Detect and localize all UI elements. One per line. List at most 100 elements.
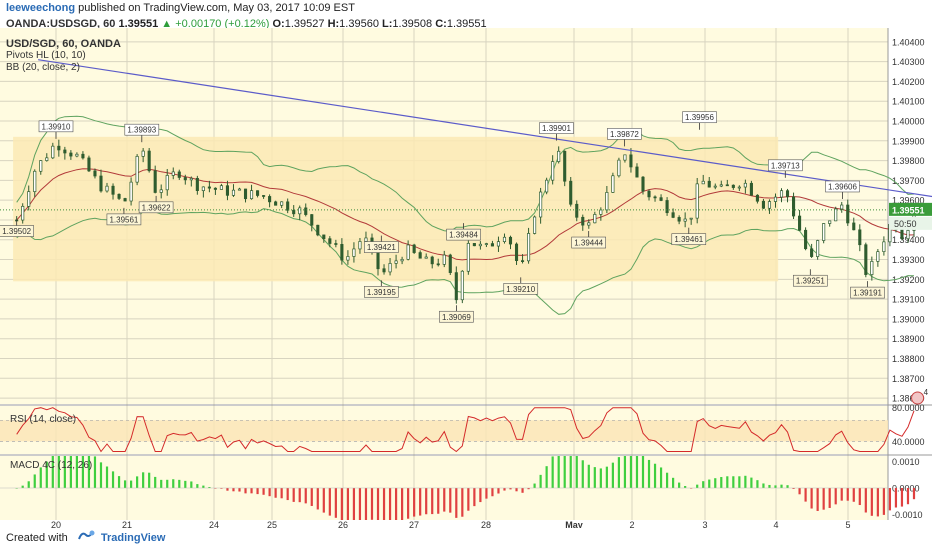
candle-body (611, 175, 615, 193)
candle (129, 177, 133, 206)
candle (99, 169, 103, 193)
macd-bar (569, 456, 572, 488)
macd-bar (539, 474, 542, 488)
candle (677, 215, 681, 225)
candle (798, 210, 802, 231)
pivot-label: 1.39069 (439, 305, 474, 323)
price-tick-label: 1.39600 (892, 196, 925, 206)
macd-bar (882, 488, 885, 515)
candle (496, 236, 501, 252)
candle (737, 185, 741, 192)
candle (352, 242, 356, 263)
candle-body (105, 185, 109, 192)
candle-body (231, 189, 236, 196)
macd-bar (75, 456, 78, 488)
macd-bar (587, 464, 590, 488)
candle (424, 253, 428, 259)
macd-bar (732, 476, 735, 488)
macd-bar (136, 476, 139, 488)
macd-bar (912, 488, 916, 500)
candle (153, 165, 157, 194)
macd-bar (485, 488, 488, 499)
macd-bar (720, 477, 723, 488)
bb-upper-line (16, 115, 915, 232)
candle (69, 150, 73, 160)
candle-body (671, 212, 675, 218)
candle (545, 177, 549, 195)
price-tick-label: 1.39000 (892, 314, 925, 324)
macd-bar (774, 485, 777, 488)
candle-body (400, 258, 404, 262)
pivot-value: 1.39893 (127, 126, 156, 135)
candle (671, 208, 675, 219)
macd-bar (220, 488, 223, 489)
pivot-value: 1.39191 (853, 289, 882, 298)
candle-body (665, 200, 669, 214)
macd-bar (653, 463, 657, 488)
macd-bar (641, 456, 645, 488)
candle (243, 188, 248, 203)
candle-body (593, 214, 597, 224)
candle-body (575, 203, 579, 218)
candle-body (557, 150, 561, 162)
candle-body (310, 214, 314, 226)
candle (51, 142, 55, 160)
pivot-box (364, 241, 399, 253)
candle (430, 255, 434, 269)
pivot-box (571, 236, 606, 249)
pivot-box (138, 201, 174, 214)
candle-body (870, 261, 874, 275)
pivot-box (364, 286, 399, 298)
candle (785, 188, 790, 203)
open-value: 1.39527 (284, 18, 325, 30)
candle-body (460, 270, 464, 301)
candle-body (39, 160, 43, 172)
x-tick-label: 5 (845, 520, 850, 528)
candle-body (478, 243, 482, 247)
tradingview-brand[interactable]: TradingView (100, 532, 166, 544)
rsi-tick-label: 80.0000 (892, 403, 925, 413)
macd-bar (226, 488, 229, 491)
candle-body (599, 209, 603, 215)
candle-body (629, 154, 633, 168)
macd-tick-label: -0.0010 (892, 510, 923, 520)
candle (629, 148, 633, 173)
candle (33, 169, 37, 198)
price-scale (888, 28, 932, 520)
candle-body (569, 180, 573, 205)
candle-body (225, 185, 230, 196)
candle (743, 179, 747, 194)
pivot-value: 1.39713 (771, 161, 800, 170)
candle (527, 227, 531, 264)
candle (719, 180, 723, 188)
chart-header: leeweechong published on TradingView.com… (0, 0, 932, 30)
macd-bar (334, 488, 337, 518)
pivot-box (439, 310, 474, 323)
candle (514, 242, 519, 265)
macd-bar (27, 481, 30, 488)
candle (593, 211, 597, 224)
candle-body (779, 190, 784, 198)
macd-bar (461, 488, 464, 517)
pivot-label: 1.39910 (38, 120, 74, 139)
price-tick-label: 1.40400 (892, 37, 925, 47)
candle-body (635, 166, 639, 178)
x-tick-label: 4 (773, 520, 778, 528)
bb-basis-line (16, 168, 915, 261)
x-tick-label: 21 (122, 520, 132, 528)
pivot-value: 1.39901 (542, 124, 571, 133)
candle (418, 250, 422, 259)
macd-bar (672, 477, 675, 488)
candle (755, 194, 759, 204)
author-link[interactable]: leeweechong (6, 2, 76, 14)
macd-bar (431, 488, 434, 515)
candle-body (514, 243, 519, 261)
macd-bar (617, 457, 621, 488)
macd-bar (111, 471, 115, 488)
chart-area[interactable]: 1.40400 1.40300 1.40200 1.40100 1.40000 1.399… (0, 18, 932, 528)
pivot-label: 1.39893 (124, 123, 160, 143)
candle-body (298, 207, 302, 215)
pivot-box (682, 111, 717, 124)
candle (749, 180, 753, 196)
macd-bar (148, 472, 151, 488)
